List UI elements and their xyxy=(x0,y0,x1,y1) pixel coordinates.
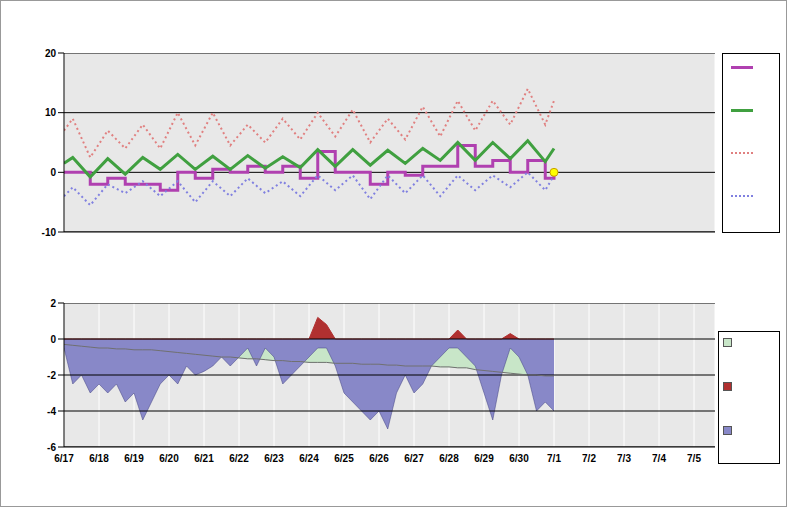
svg-text:0: 0 xyxy=(50,167,56,178)
svg-text:-4: -4 xyxy=(47,406,56,417)
svg-text:6/23: 6/23 xyxy=(264,453,284,464)
svg-text:7/2: 7/2 xyxy=(582,453,596,464)
svg-text:6/29: 6/29 xyxy=(474,453,494,464)
svg-text:6/17: 6/17 xyxy=(54,453,74,464)
svg-text:6/19: 6/19 xyxy=(124,453,144,464)
svg-text:6/20: 6/20 xyxy=(159,453,179,464)
svg-text:7/3: 7/3 xyxy=(617,453,631,464)
svg-text:-10: -10 xyxy=(42,227,57,238)
svg-text:10: 10 xyxy=(45,107,57,118)
svg-text:6/24: 6/24 xyxy=(299,453,319,464)
svg-text:6/25: 6/25 xyxy=(334,453,354,464)
svg-text:6/28: 6/28 xyxy=(439,453,459,464)
svg-text:-6: -6 xyxy=(47,442,56,453)
svg-text:6/22: 6/22 xyxy=(229,453,249,464)
svg-text:6/21: 6/21 xyxy=(194,453,214,464)
svg-text:7/1: 7/1 xyxy=(547,453,561,464)
svg-text:0: 0 xyxy=(50,334,56,345)
svg-text:7/4: 7/4 xyxy=(652,453,666,464)
svg-text:20: 20 xyxy=(45,48,57,59)
svg-text:6/30: 6/30 xyxy=(509,453,529,464)
svg-text:2: 2 xyxy=(50,298,56,309)
svg-text:7/5: 7/5 xyxy=(687,453,701,464)
svg-text:6/18: 6/18 xyxy=(89,453,109,464)
svg-text:6/27: 6/27 xyxy=(404,453,424,464)
svg-text:6/26: 6/26 xyxy=(369,453,389,464)
svg-text:-2: -2 xyxy=(47,370,56,381)
